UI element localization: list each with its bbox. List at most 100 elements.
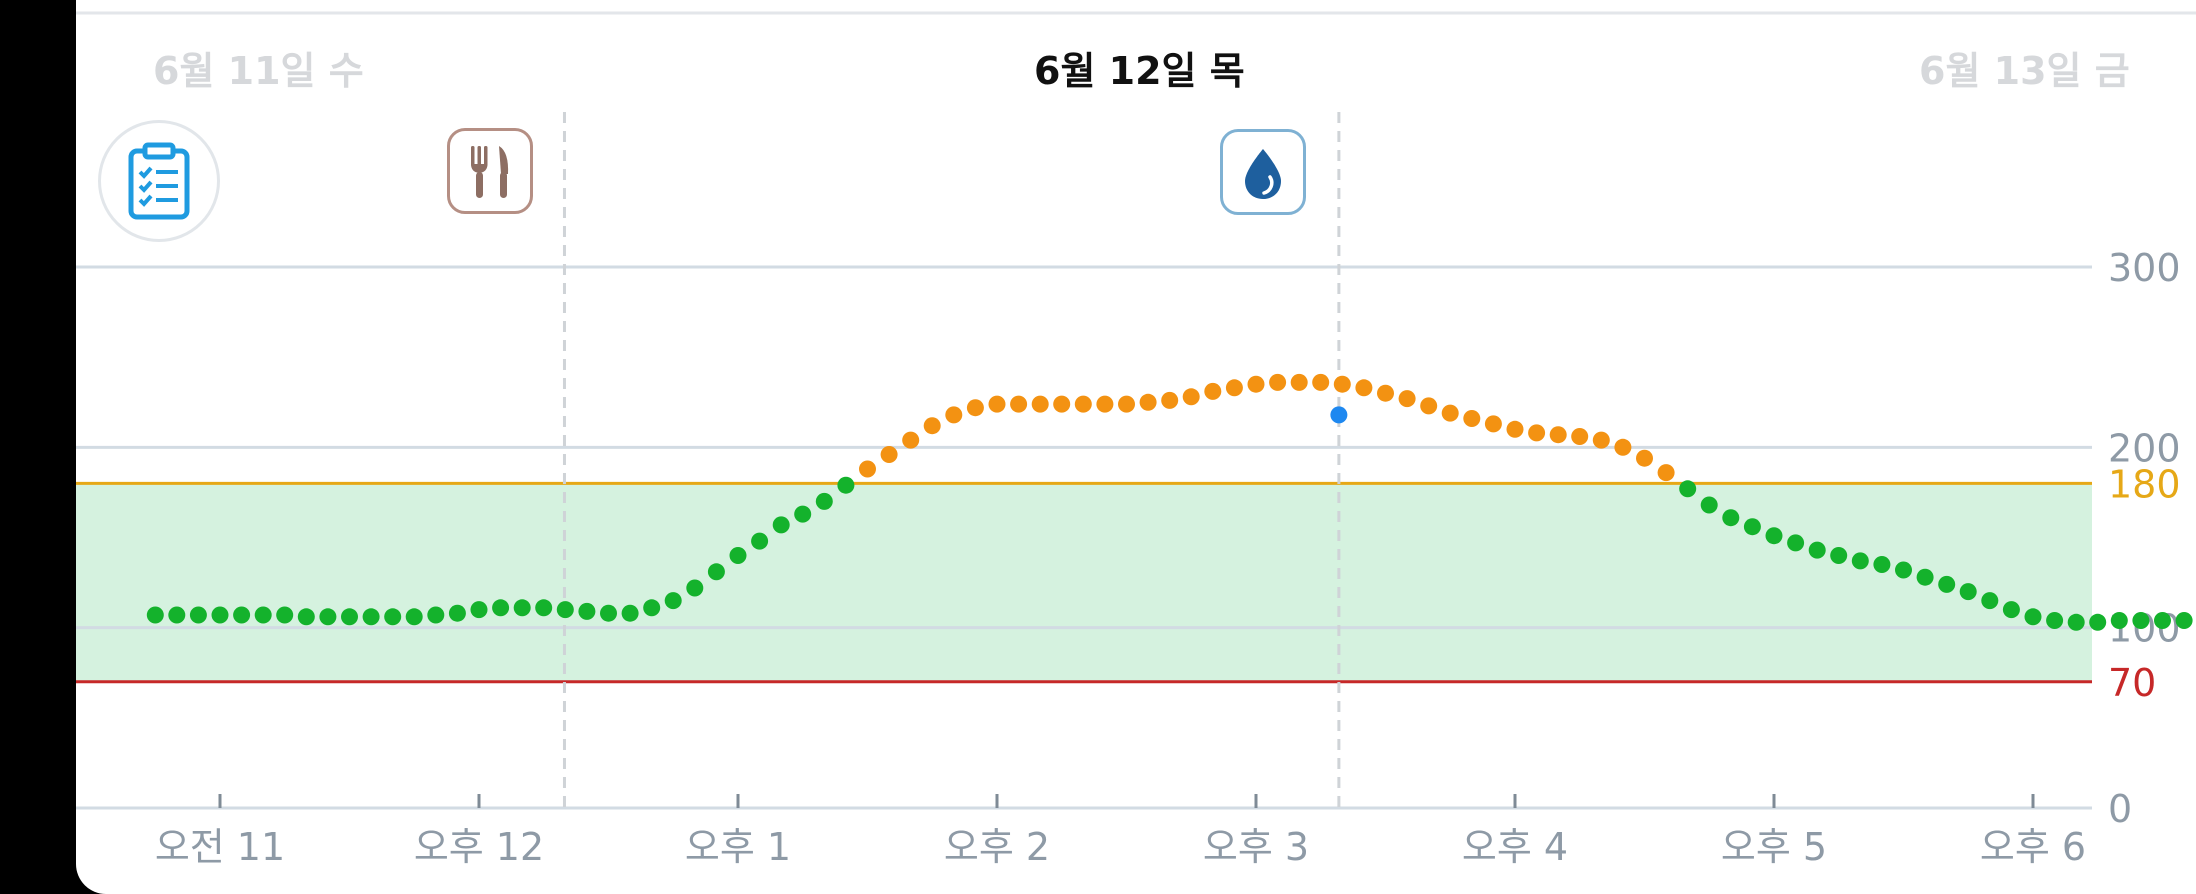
glucose-reading-point: [297, 608, 315, 626]
glucose-reading-point: [902, 431, 920, 449]
glucose-reading-point: [448, 604, 466, 622]
x-tick-label: 오후 3: [1203, 825, 1309, 869]
glucose-reading-point: [686, 579, 704, 597]
x-tick-label: 오후 5: [1721, 825, 1827, 869]
glucose-reading-point: [1096, 395, 1114, 413]
glucose-reading-point: [1808, 541, 1826, 559]
glucose-reading-point: [1743, 518, 1761, 536]
glucose-reading-point: [1118, 395, 1135, 413]
y-tick-label-200: 200: [2108, 426, 2181, 470]
water-drop-icon: [1245, 149, 1281, 199]
meal-event-marker[interactable]: [447, 128, 533, 214]
glucose-reading-point: [1463, 410, 1481, 427]
glucose-reading-point: [1312, 373, 1330, 391]
glucose-reading-point: [1981, 592, 1999, 610]
glucose-reading-point: [1161, 391, 1179, 409]
target-range-band: [76, 483, 2092, 682]
clipboard-checklist-icon: [128, 142, 190, 220]
glucose-reading-point: [880, 446, 898, 463]
glucose-reading-point: [664, 592, 682, 610]
glucose-reading-point: [1916, 568, 1934, 586]
glucose-reading-point: [1182, 388, 1200, 406]
glucose-reading-point: [1636, 449, 1653, 467]
glucose-reading-point: [1614, 438, 1632, 456]
glucose-reading-point: [276, 606, 294, 624]
glucose-reading-point: [1420, 397, 1438, 415]
glucose-reading-point: [233, 606, 251, 624]
glucose-reading-point: [1484, 415, 1502, 433]
glucose-reading-point: [1700, 496, 1718, 514]
y-tick-label-0: 0: [2108, 787, 2132, 831]
x-tick-label: 오후 12: [414, 825, 544, 869]
glucose-reading-point: [815, 492, 833, 510]
glucose-reading-point: [966, 399, 984, 417]
glucose-reading-point: [1959, 583, 1977, 601]
glucose-reading-point: [1377, 384, 1394, 402]
glucose-reading-point: [1722, 509, 1740, 527]
glucose-reading-point: [1938, 575, 1956, 593]
glucose-reading-point: [1139, 393, 1157, 411]
glucose-reading-point: [1873, 556, 1891, 573]
glucose-reading-point: [1355, 379, 1373, 397]
glucose-reading-point: [1053, 395, 1071, 413]
glucose-reading-point: [1549, 426, 1567, 444]
x-tick-label: 오후 2: [944, 825, 1050, 869]
glucose-reading-point: [168, 606, 186, 624]
insulin-event-marker[interactable]: [1220, 129, 1306, 215]
glucose-reading-point: [643, 599, 661, 617]
glucose-reading-point: [513, 599, 531, 617]
glucose-reading-point: [1895, 561, 1912, 579]
glucose-reading-point: [988, 395, 1006, 413]
glucose-reading-point: [1247, 375, 1265, 393]
glucose-reading-point: [2046, 612, 2064, 629]
x-tick-label: 오후 6: [1980, 825, 2086, 869]
glucose-reading-point: [211, 606, 229, 624]
glucose-reading-point: [2175, 612, 2193, 629]
glucose-reading-point: [945, 406, 963, 424]
glucose-reading-point: [1074, 395, 1092, 413]
glucose-reading-point: [189, 606, 207, 624]
glucose-reading-point: [1506, 420, 1524, 438]
glucose-reading-point: [1679, 480, 1697, 498]
glucose-reading-point: [2132, 612, 2150, 629]
glucose-reading-point: [772, 516, 790, 534]
glucose-reading-point: [556, 601, 574, 619]
glucose-reading-point: [1031, 395, 1049, 413]
glucose-reading-point: [470, 601, 488, 619]
glucose-reading-point: [362, 608, 380, 626]
high-threshold-label: 180: [2108, 462, 2181, 506]
glucose-reading-point: [1290, 373, 1308, 391]
glucose-day-view: 6월 11일 수 6월 12일 목 6월 13일 금 300 200 100 0 180…: [76, 0, 2196, 894]
glucose-reading-point: [492, 599, 510, 617]
glucose-reading-point: [1010, 395, 1028, 413]
next-day-label[interactable]: 6월 13일 금: [1919, 49, 2130, 93]
glucose-reading-point: [707, 563, 725, 581]
glucose-reading-point: [923, 417, 941, 435]
glucose-reading-point: [794, 505, 812, 523]
low-threshold-label: 70: [2108, 661, 2156, 705]
logbook-button[interactable]: [98, 120, 220, 242]
x-tick-label: 오후 4: [1462, 825, 1568, 869]
glucose-reading-point: [319, 608, 337, 626]
glucose-reading-point: [1571, 428, 1589, 445]
glucose-reading-point: [1398, 390, 1416, 408]
y-tick-label-300: 300: [2108, 246, 2181, 290]
glucose-reading-point: [2002, 601, 2020, 619]
glucose-reading-point: [859, 460, 876, 478]
previous-day-label[interactable]: 6월 11일 수: [153, 49, 364, 93]
bg-meter-reading-point: [1330, 406, 1348, 424]
glucose-reading-point: [1787, 534, 1805, 552]
glucose-reading-point: [1333, 375, 1351, 393]
glucose-reading-point: [2024, 608, 2042, 626]
current-day-label: 6월 12일 목: [1034, 49, 1245, 93]
glucose-reading-point: [1528, 424, 1546, 442]
glucose-reading-point: [1830, 547, 1848, 564]
glucose-reading-point: [405, 608, 423, 626]
glucose-reading-point: [600, 604, 617, 622]
glucose-reading-point: [1592, 431, 1610, 449]
glucose-reading-point: [2110, 612, 2128, 629]
glucose-reading-point: [2067, 613, 2085, 631]
fork-knife-icon: [471, 146, 509, 198]
glucose-reading-point: [2089, 613, 2107, 631]
